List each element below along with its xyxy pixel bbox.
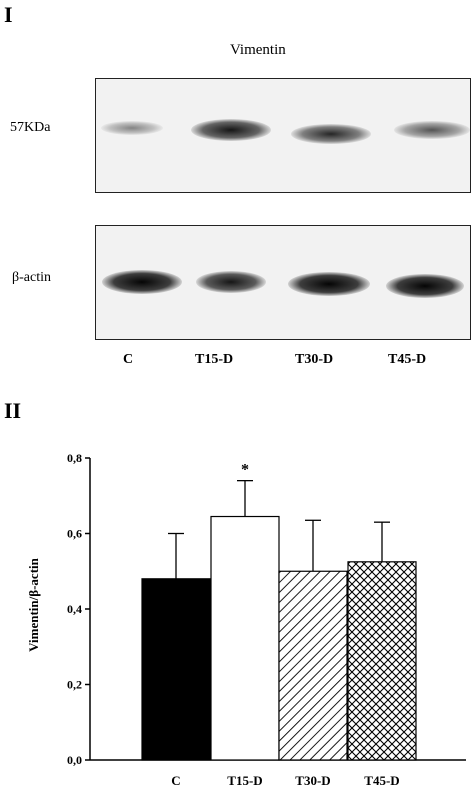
bar-t45-d (347, 561, 417, 761)
actin-band-t15 (196, 271, 266, 293)
panel-label-1: I (4, 2, 13, 27)
vimentin-band-t30 (291, 124, 371, 144)
actin-band-t45 (386, 274, 464, 298)
bar-t30-d (278, 570, 348, 761)
x-tick-label: C (171, 773, 180, 788)
vimentin-band-t15 (191, 119, 271, 141)
x-tick-label: T30-D (295, 773, 330, 788)
x-tick-label: T15-D (227, 773, 262, 788)
vimentin-band-t45 (394, 121, 470, 139)
vimentin-blot (95, 78, 471, 193)
bar-c (141, 578, 211, 761)
y-tick-label: 0,0 (67, 753, 82, 767)
loading-label: β-actin (12, 270, 51, 285)
y-axis-label: Vimentin/β-actin (26, 557, 41, 652)
marker-label: 57KDa (10, 120, 51, 135)
actin-band-t30 (288, 272, 370, 296)
bar-t15-d (210, 515, 280, 761)
panel-label-2: II (4, 398, 22, 423)
vimentin-band-c (101, 121, 163, 135)
significance-marker: * (241, 462, 249, 479)
lane-label-c: C (123, 352, 134, 367)
x-tick-label: T45-D (364, 773, 399, 788)
y-tick-label: 0,4 (67, 602, 82, 616)
lane-label-t15: T15-D (195, 352, 234, 367)
actin-blot (95, 225, 471, 340)
lane-label-t30: T30-D (295, 352, 334, 367)
actin-band-c (102, 270, 182, 294)
y-tick-label: 0,2 (67, 678, 82, 692)
y-tick-label: 0,8 (67, 451, 82, 465)
y-tick-label: 0,6 (67, 527, 82, 541)
lane-label-t45: T45-D (388, 352, 427, 367)
blot-title: Vimentin (230, 42, 286, 58)
